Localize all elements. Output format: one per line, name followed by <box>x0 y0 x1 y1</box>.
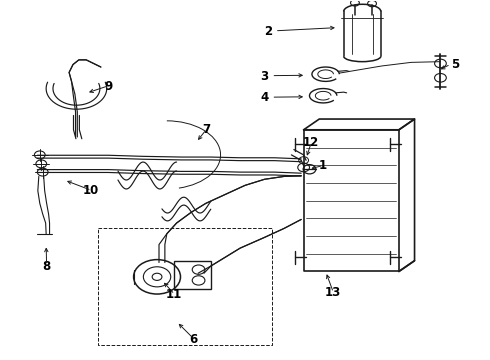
Text: 9: 9 <box>104 80 112 93</box>
Text: 3: 3 <box>261 69 269 82</box>
Text: 12: 12 <box>303 136 319 149</box>
Bar <box>174 261 211 289</box>
Text: 10: 10 <box>83 184 99 197</box>
Text: 4: 4 <box>260 91 269 104</box>
Text: 11: 11 <box>166 288 182 301</box>
Text: 5: 5 <box>451 58 459 71</box>
Text: 7: 7 <box>202 123 210 136</box>
Text: 6: 6 <box>190 333 198 346</box>
Text: 8: 8 <box>42 260 50 273</box>
Text: 13: 13 <box>325 287 341 300</box>
Text: 1: 1 <box>319 159 327 172</box>
Text: 2: 2 <box>265 25 272 38</box>
